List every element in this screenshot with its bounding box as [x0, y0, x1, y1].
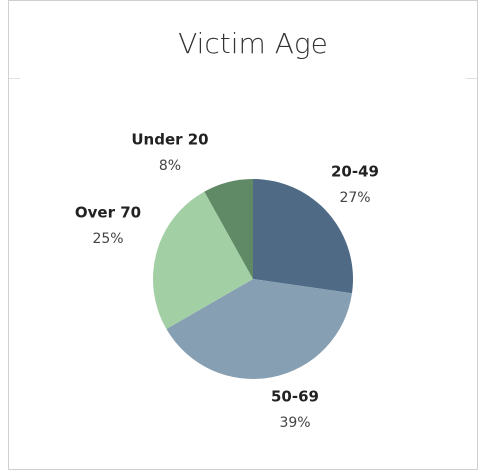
pie-slice: [153, 191, 253, 329]
pie-slice: [204, 179, 253, 279]
slice-name: 50-69: [271, 388, 319, 406]
chart-title: Victim Age: [178, 27, 328, 60]
pie-slice: [253, 179, 353, 294]
slice-value: 25%: [92, 231, 123, 247]
pie-slice: [166, 279, 352, 380]
slice-value: 27%: [339, 190, 370, 206]
slice-name: 20-49: [331, 163, 379, 181]
slice-name: Over 70: [75, 204, 141, 222]
slice-value: 8%: [159, 158, 181, 174]
slice-name: Under 20: [131, 131, 208, 149]
slice-value: 39%: [279, 415, 310, 431]
